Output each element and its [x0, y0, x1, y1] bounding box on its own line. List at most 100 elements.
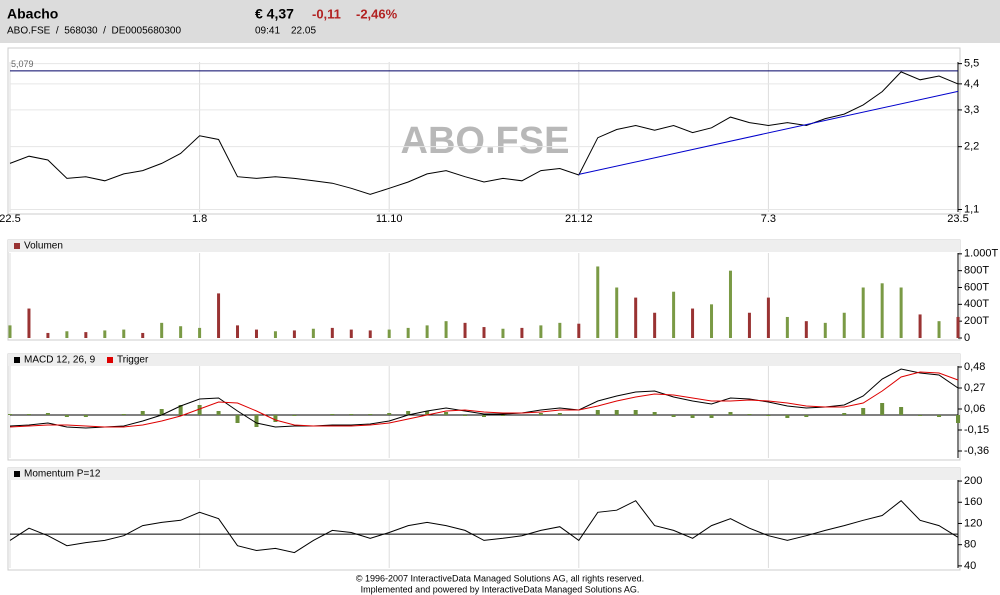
y-tick-label: 200T	[964, 315, 989, 327]
y-tick-label: 3,3	[964, 104, 979, 116]
histogram-bar	[463, 415, 468, 416]
volume-bar	[292, 330, 296, 338]
histogram-bar	[406, 411, 411, 415]
histogram-bar	[330, 414, 335, 415]
volume-bar	[672, 291, 676, 338]
y-tick-label: 40	[964, 560, 976, 572]
volume-bar	[65, 331, 69, 338]
volume-bar	[880, 283, 884, 338]
histogram-bar	[785, 415, 790, 418]
y-tick-label: 2,2	[964, 141, 979, 153]
volume-bar	[444, 321, 448, 338]
volume-bar	[8, 325, 12, 338]
volume-bar	[46, 332, 50, 338]
panel-frame	[7, 467, 961, 571]
date: 22.05	[291, 26, 316, 37]
reference-label: 5,079	[11, 59, 34, 69]
legend-swatch	[14, 357, 20, 363]
y-tick-label: 80	[964, 539, 976, 551]
volume-bar	[406, 327, 410, 338]
volume-bar	[823, 322, 827, 338]
volume-bar	[728, 270, 732, 338]
volume-bar	[653, 312, 657, 338]
volume-bar	[103, 330, 107, 338]
volume-bar	[330, 327, 334, 338]
x-tick-label: 7.3	[761, 213, 776, 225]
legend-label: Volumen	[24, 241, 63, 252]
panel-header	[8, 354, 960, 366]
legend-label: Trigger	[117, 355, 149, 366]
panel-header	[8, 468, 960, 480]
volume-bar	[160, 322, 164, 338]
histogram-bar	[292, 415, 297, 416]
y-tick-label: -0,36	[964, 445, 989, 457]
volume-bar	[273, 331, 277, 338]
x-tick-label: 22.5	[0, 213, 21, 225]
volume-bar	[766, 297, 770, 338]
histogram-bar	[652, 412, 657, 415]
series-line	[9, 500, 959, 554]
histogram-bar	[557, 413, 562, 415]
volume-bar	[217, 293, 221, 338]
series-line	[9, 71, 959, 195]
histogram-bar	[368, 414, 373, 415]
volume-bar	[804, 321, 808, 338]
histogram-bar	[709, 415, 714, 418]
y-tick-label: 600T	[964, 281, 989, 293]
histogram-bar	[804, 415, 809, 417]
volume-bar	[311, 328, 315, 338]
volume-bar	[482, 327, 486, 338]
y-tick-label: 400T	[964, 298, 989, 310]
y-tick-label: 1,1	[964, 203, 979, 215]
time: 09:41	[255, 26, 280, 37]
histogram-bar	[595, 410, 600, 415]
y-tick-label: 0	[964, 332, 970, 344]
volume-bar	[539, 325, 543, 338]
volume-bar	[27, 308, 31, 338]
footer: © 1996-2007 InteractiveData Managed Solu…	[356, 573, 644, 583]
histogram-bar	[273, 415, 278, 422]
y-tick-label: -0,15	[964, 424, 989, 436]
histogram-bar	[121, 414, 126, 415]
volume-bar	[84, 332, 88, 338]
volume-bar	[236, 325, 240, 338]
volume-bar	[842, 312, 846, 338]
histogram-bar	[614, 410, 619, 415]
y-tick-label: 120	[964, 517, 982, 529]
histogram-bar	[8, 414, 12, 415]
panel-frame	[7, 239, 961, 341]
histogram-bar	[64, 415, 69, 417]
volume-bar	[198, 327, 202, 338]
panel-header	[8, 240, 960, 252]
series-line	[9, 368, 959, 429]
histogram-bar	[26, 414, 31, 415]
x-tick-label: 11.10	[376, 213, 403, 225]
volume-bar	[254, 329, 258, 338]
histogram-bar	[140, 411, 145, 415]
histogram-bar	[842, 413, 847, 415]
volume-bar	[861, 287, 865, 338]
histogram-bar	[728, 412, 733, 415]
y-tick-label: 0,06	[964, 403, 985, 415]
header-bg	[0, 0, 1000, 43]
volume-bar	[577, 323, 581, 338]
stock-name: Abacho	[7, 6, 58, 22]
change-pct: -2,46%	[356, 6, 398, 21]
volume-bar	[425, 325, 429, 338]
volume-bar	[710, 304, 714, 338]
volume-bar	[179, 326, 183, 338]
legend-label: Momentum P=12	[24, 469, 101, 480]
volume-bar	[368, 330, 372, 338]
volume-bar	[558, 322, 562, 338]
volume-bar	[899, 287, 903, 338]
y-tick-label: 1.000T	[964, 248, 999, 260]
histogram-bar	[918, 415, 923, 416]
volume-bar	[747, 312, 751, 338]
volume-bar	[634, 297, 638, 338]
legend-swatch	[107, 357, 113, 363]
volume-bar	[691, 308, 695, 338]
change: -0,11	[312, 6, 341, 21]
histogram-bar	[159, 409, 164, 415]
volume-bar	[349, 329, 353, 338]
